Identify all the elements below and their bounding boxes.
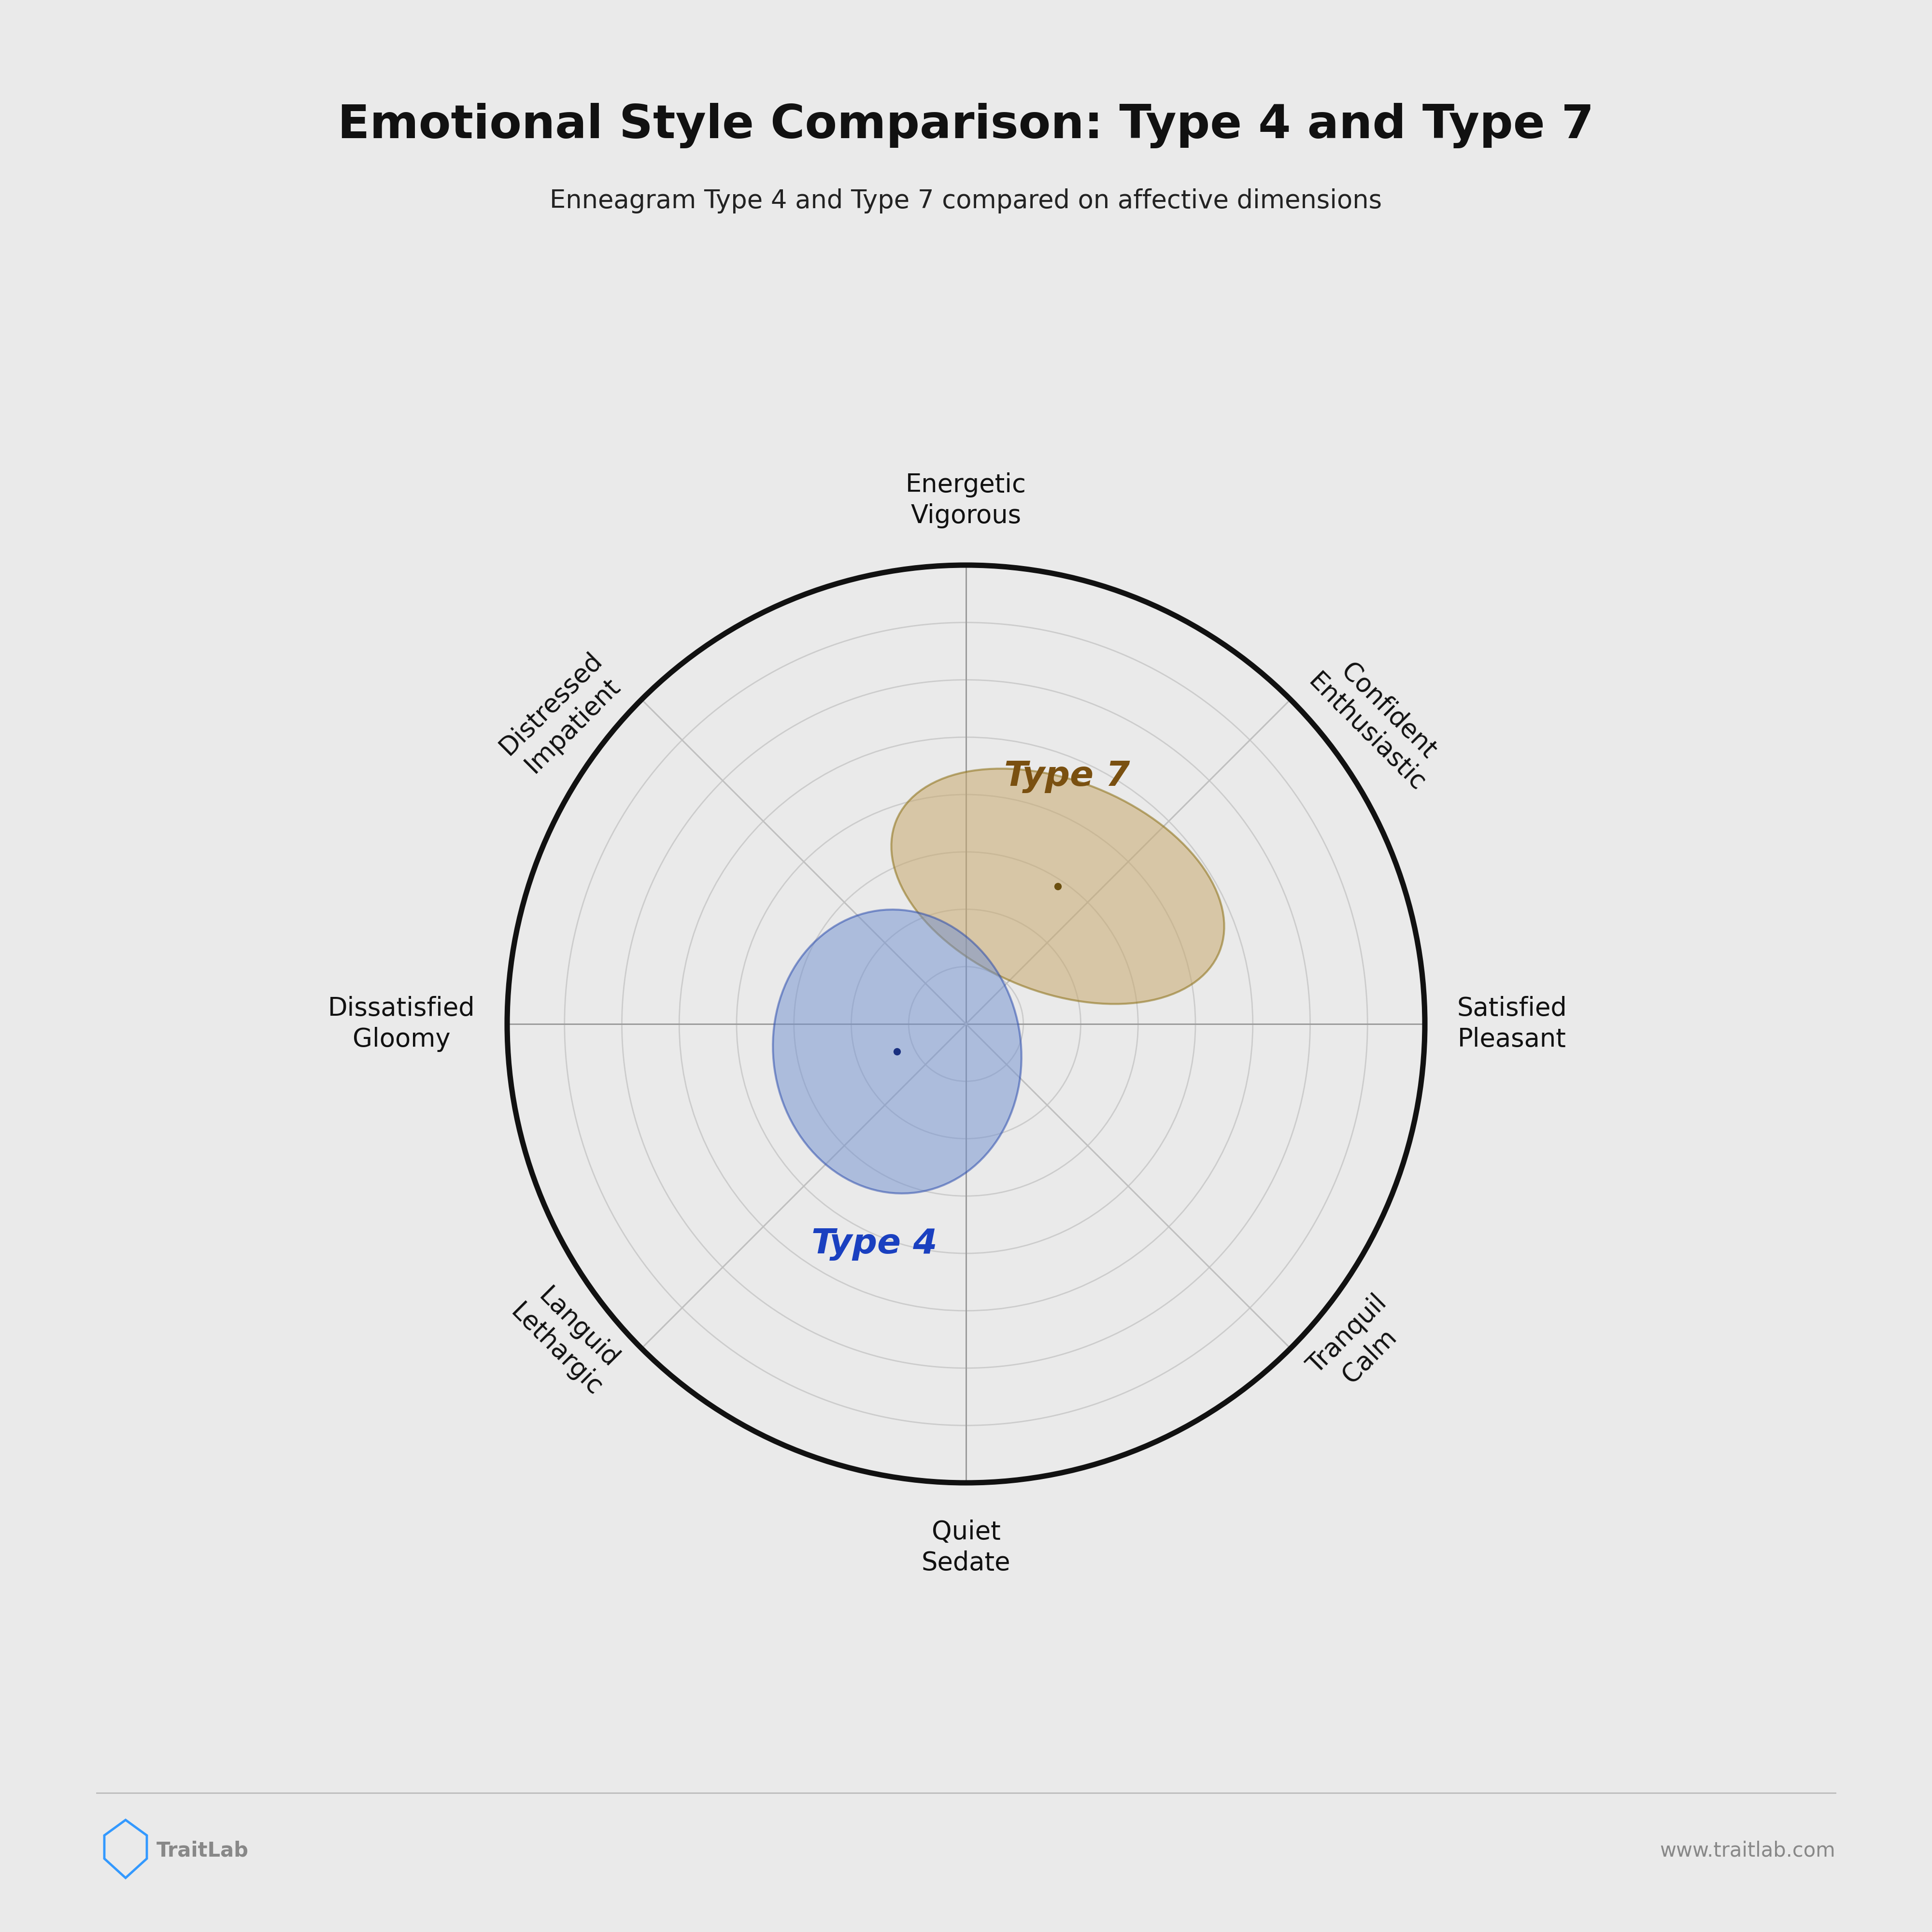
Text: TraitLab: TraitLab: [156, 1841, 249, 1861]
Text: Confident
Enthusiastic: Confident Enthusiastic: [1302, 647, 1453, 796]
Text: Type 4: Type 4: [811, 1227, 937, 1262]
Ellipse shape: [891, 769, 1225, 1005]
Text: Quiet
Sedate: Quiet Sedate: [922, 1519, 1010, 1577]
Text: Emotional Style Comparison: Type 4 and Type 7: Emotional Style Comparison: Type 4 and T…: [338, 102, 1594, 149]
Ellipse shape: [773, 910, 1022, 1194]
Text: Tranquil
Calm: Tranquil Calm: [1302, 1291, 1414, 1401]
Text: Dissatisfied
Gloomy: Dissatisfied Gloomy: [328, 995, 475, 1053]
Text: Enneagram Type 4 and Type 7 compared on affective dimensions: Enneagram Type 4 and Type 7 compared on …: [551, 189, 1381, 213]
Text: Energetic
Vigorous: Energetic Vigorous: [906, 471, 1026, 527]
Text: Satisfied
Pleasant: Satisfied Pleasant: [1457, 995, 1567, 1053]
Text: www.traitlab.com: www.traitlab.com: [1660, 1841, 1835, 1861]
Text: Distressed
Impatient: Distressed Impatient: [495, 647, 630, 782]
Text: Type 7: Type 7: [1005, 759, 1130, 792]
Text: Languid
Lethargic: Languid Lethargic: [506, 1277, 630, 1401]
